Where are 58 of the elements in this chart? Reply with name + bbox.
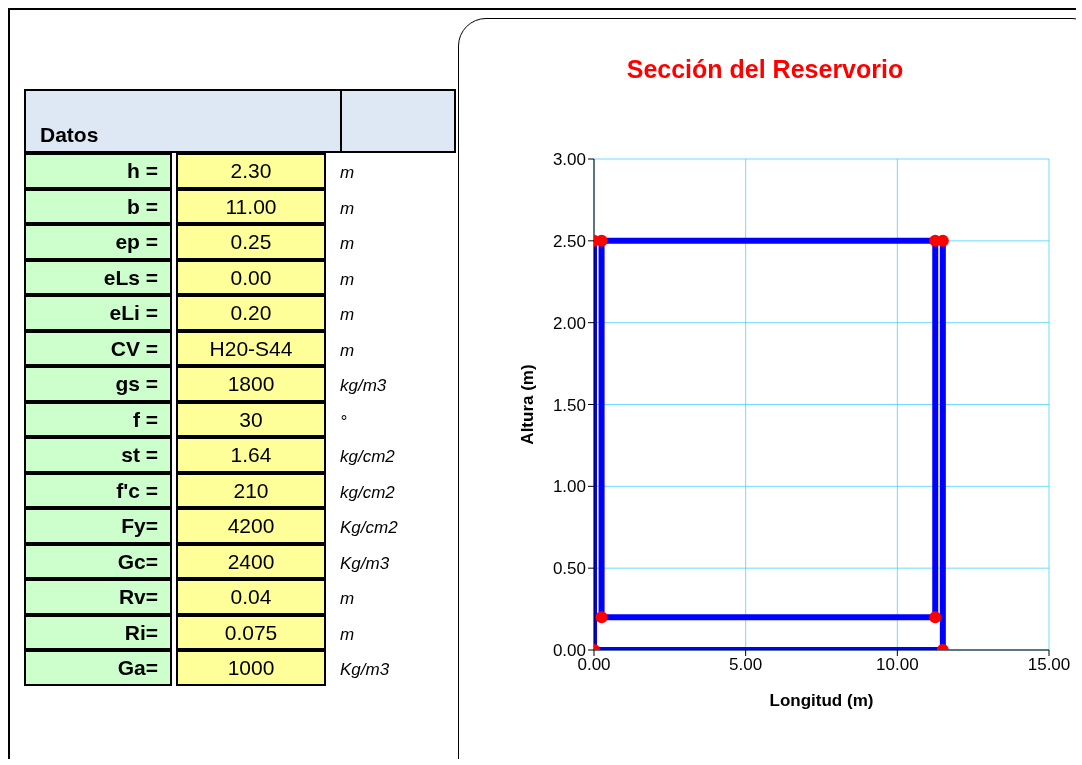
x-tick-label: 5.00 <box>729 655 763 675</box>
y-tick-label: 1.00 <box>552 477 586 497</box>
category-label: Rv= <box>24 579 172 615</box>
text: m <box>339 268 356 291</box>
text: 4200 <box>227 514 275 537</box>
y-tick-label: 2.50 <box>552 231 586 251</box>
text: m <box>339 339 356 362</box>
text: 0.25 <box>230 230 272 253</box>
text: kg/cm2 <box>339 446 396 468</box>
text: kg/m3 <box>339 375 388 397</box>
y-tick-label: 0.50 <box>552 559 586 579</box>
text: 1000 <box>227 656 275 679</box>
text: 1.64 <box>230 443 272 466</box>
chart-title: Sección del Reservorio <box>625 55 905 84</box>
text: 30 <box>239 407 263 431</box>
text: 0.04 <box>230 585 272 608</box>
category-label: f'c = <box>24 472 172 508</box>
category-label: f = <box>24 401 172 437</box>
text: Kg/cm2 <box>339 517 399 539</box>
text: Datos <box>26 91 342 151</box>
text: kg/cm2 <box>339 481 396 504</box>
y-axis-title: Altura (m) <box>518 364 538 445</box>
text: 1800 <box>227 372 275 395</box>
text: Kg/m3 <box>339 659 391 681</box>
y-tick-label: 3.00 <box>552 150 586 170</box>
category-label: st = <box>24 437 172 473</box>
x-tick-label: 15.00 <box>1027 655 1071 675</box>
category-label: h = <box>24 153 172 189</box>
text: 2400 <box>227 549 275 573</box>
text: m <box>339 304 356 326</box>
category-label: eLs = <box>24 259 172 295</box>
text: 0.075 <box>224 620 278 644</box>
y-tick-label: 1.50 <box>552 395 586 415</box>
text: Kg/m3 <box>339 552 391 575</box>
category-label: gs = <box>24 366 172 402</box>
x-axis-title: Longitud (m) <box>769 691 874 710</box>
category-label: Gc= <box>24 543 172 579</box>
text: 11.00 <box>225 194 277 218</box>
text: ° <box>339 410 348 433</box>
text: 2.30 <box>230 159 272 182</box>
text: H20-S44 <box>209 336 293 360</box>
text: m <box>339 588 356 610</box>
text: 0.20 <box>230 301 272 324</box>
category-label: Fy= <box>24 508 172 544</box>
text: m <box>339 233 356 255</box>
category-label: CV = <box>24 330 172 366</box>
y-tick-label: 2.00 <box>552 313 586 333</box>
text: m <box>339 623 356 646</box>
text: 0.00 <box>230 265 272 289</box>
category-label: b = <box>24 188 172 224</box>
text: 210 <box>233 478 269 502</box>
category-label: ep = <box>24 224 172 260</box>
category-label: eLi = <box>24 295 172 331</box>
category-label: Ri= <box>24 614 172 650</box>
category-label: Ga= <box>24 650 172 686</box>
text: m <box>339 162 356 184</box>
text: m <box>339 197 356 220</box>
x-tick-label: 10.00 <box>876 655 919 675</box>
